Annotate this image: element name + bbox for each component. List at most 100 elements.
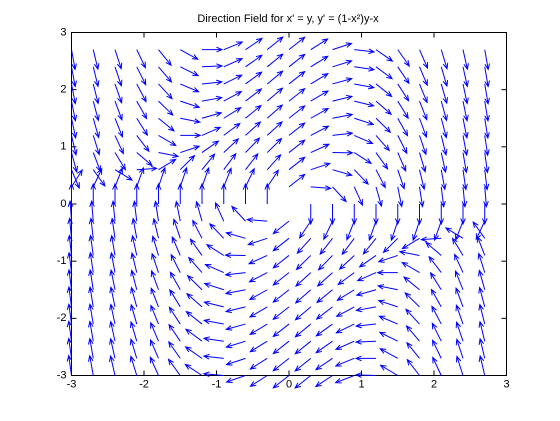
arrow <box>136 117 149 137</box>
arrow <box>440 49 449 71</box>
arrow <box>112 182 118 204</box>
arrow <box>109 234 116 256</box>
arrow <box>266 137 283 153</box>
arrow <box>201 153 216 171</box>
arrow <box>405 324 420 342</box>
arrow <box>223 106 242 119</box>
arrow <box>272 220 290 235</box>
arrow <box>390 220 399 242</box>
arrow <box>88 285 94 307</box>
arrow <box>201 46 224 53</box>
arrow <box>66 337 73 359</box>
arrow <box>133 182 140 204</box>
arrow <box>184 328 203 342</box>
arrow <box>332 169 353 177</box>
arrow <box>484 135 490 157</box>
arrow <box>334 375 355 384</box>
arrow <box>109 303 116 325</box>
arrow <box>114 100 123 122</box>
arrow <box>375 169 386 189</box>
arrow <box>461 186 468 209</box>
arrow <box>483 186 489 209</box>
arrow <box>177 182 184 204</box>
arrow <box>179 166 188 188</box>
arrow <box>224 271 246 278</box>
arrow <box>109 337 116 359</box>
arrow <box>484 101 490 123</box>
arrow <box>272 340 290 355</box>
arrow <box>151 252 159 273</box>
arrow <box>66 285 73 307</box>
arrow <box>272 306 290 321</box>
arrow <box>362 237 377 255</box>
arrow <box>249 340 268 353</box>
x-tick-label: 0 <box>286 378 292 390</box>
arrow <box>418 186 425 208</box>
arrow <box>354 48 376 55</box>
arrow <box>199 182 205 204</box>
arrow <box>185 292 203 308</box>
arrow <box>205 243 225 256</box>
x-tick-label: 3 <box>503 378 509 390</box>
arrow <box>158 66 173 84</box>
arrow <box>130 234 138 256</box>
arrow <box>245 121 262 136</box>
arrow <box>130 303 138 325</box>
arrow <box>87 337 94 359</box>
x-tick-label: -1 <box>212 378 222 390</box>
arrow <box>354 322 377 329</box>
arrow <box>323 220 333 241</box>
arrow <box>150 304 159 325</box>
arrow <box>307 204 314 226</box>
arrow <box>129 320 138 342</box>
arrow <box>403 276 420 291</box>
arrow <box>334 357 355 367</box>
arrow <box>462 49 469 71</box>
arrow <box>92 118 100 139</box>
arrow <box>109 286 116 308</box>
arrow <box>245 88 263 102</box>
arrow <box>92 83 100 105</box>
arrow <box>419 83 428 104</box>
arrow <box>109 251 116 273</box>
arrow <box>195 200 203 222</box>
arrow <box>180 117 202 124</box>
arrow <box>87 354 94 376</box>
arrow <box>187 256 203 273</box>
arrow <box>483 169 490 191</box>
arrow <box>317 255 333 271</box>
arrow <box>109 268 116 290</box>
arrow <box>375 83 393 98</box>
y-tick-label: 2 <box>60 84 66 96</box>
arrow <box>114 49 123 70</box>
arrow <box>419 66 428 87</box>
arrow <box>481 204 488 226</box>
arrow <box>249 357 268 370</box>
arrow <box>440 66 449 88</box>
arrow <box>264 182 271 204</box>
arrow <box>249 323 268 336</box>
arrow <box>440 83 448 105</box>
arrow <box>242 182 249 204</box>
arrow <box>203 300 224 308</box>
arrow <box>431 305 442 325</box>
arrow <box>223 90 243 102</box>
arrow <box>245 54 263 68</box>
arrow <box>397 83 410 102</box>
arrow <box>170 253 181 273</box>
arrow <box>249 375 268 387</box>
arrow <box>419 152 427 173</box>
arrow <box>202 336 224 342</box>
arrow <box>247 237 268 246</box>
arrow <box>266 169 280 188</box>
arrow <box>477 252 486 273</box>
arrow <box>71 168 83 188</box>
arrow <box>168 323 181 342</box>
arrow <box>149 356 159 376</box>
arrow <box>310 185 332 191</box>
arrow <box>131 217 138 239</box>
arrow <box>158 49 172 67</box>
y-tick-label: 0 <box>60 198 66 210</box>
arrow <box>354 100 375 108</box>
